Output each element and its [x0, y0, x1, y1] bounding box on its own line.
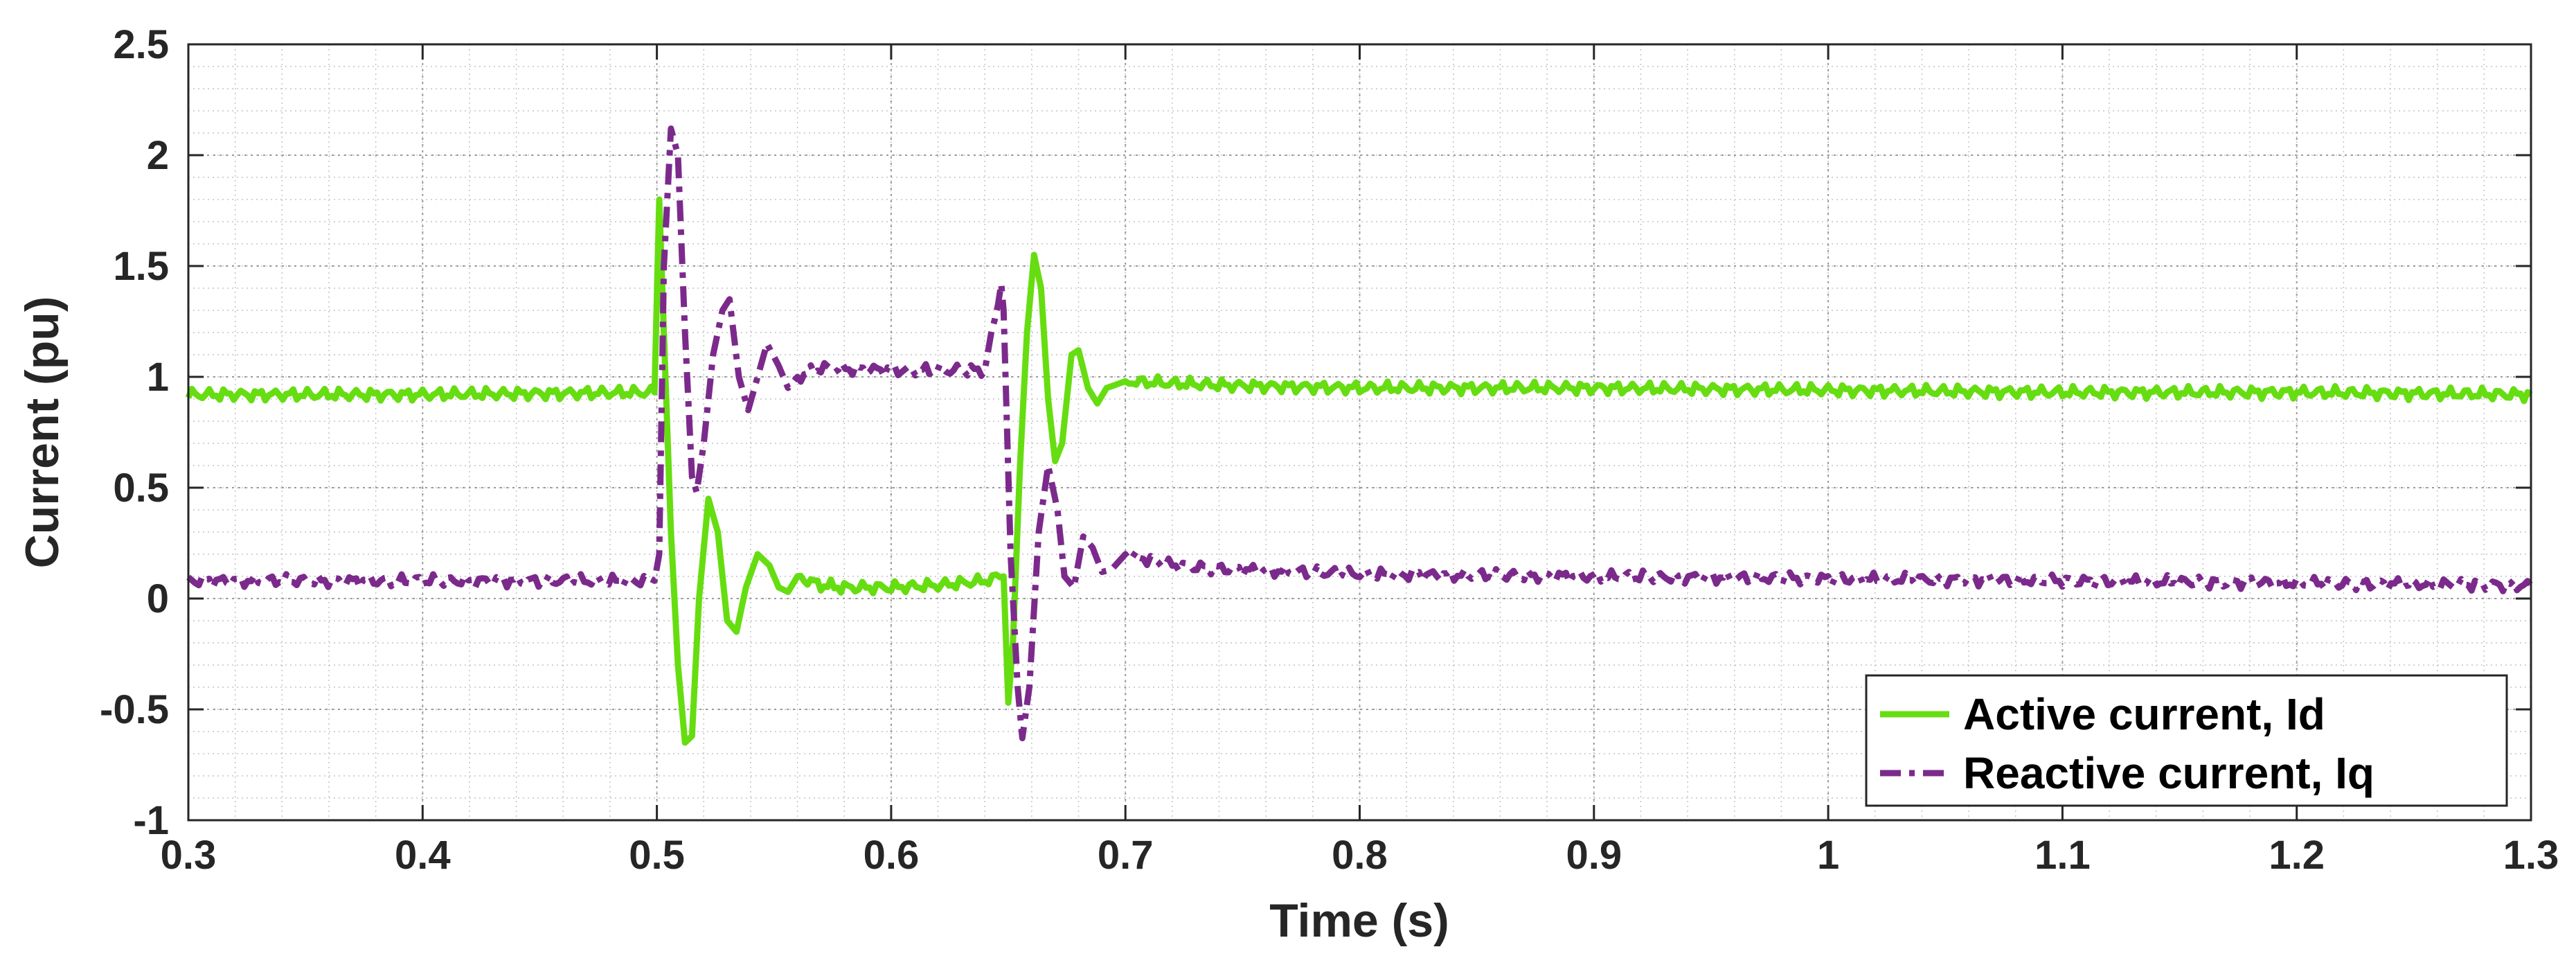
- y-tick-label: 2: [147, 133, 169, 178]
- x-tick-label: 1: [1817, 833, 1839, 878]
- y-tick-label: 2.5: [113, 22, 169, 67]
- series-line-reactive-current: [186, 125, 2534, 742]
- y-tick-label: 1: [147, 355, 169, 400]
- y-tick-label: -0.5: [100, 687, 169, 732]
- legend-box: [1865, 674, 2508, 807]
- legend: Active current, Id Reactive current, Iq: [1865, 674, 2508, 807]
- y-tick-label: 0.5: [113, 466, 169, 511]
- x-axis-label: Time (s): [1269, 894, 1449, 947]
- x-tick-label: 0.6: [864, 833, 920, 878]
- x-tick-label: 0.9: [1566, 833, 1622, 878]
- y-tick-label: -1: [133, 798, 169, 843]
- x-tick-label: 1.3: [2503, 833, 2559, 878]
- y-tick-label: 0: [147, 576, 169, 621]
- legend-label-reactive: Reactive current, Iq: [1963, 748, 2374, 798]
- x-tick-label: 0.7: [1098, 833, 1154, 878]
- legend-label-active: Active current, Id: [1963, 689, 2325, 739]
- axis-ticks: 0.3 0.4 0.5 0.6 0.7 0.8 0.9 1 1.1 1.2 1.3 -1 -0.5 0 0.…: [100, 22, 2559, 878]
- series-group: [185, 125, 2534, 746]
- x-tick-label: 0.4: [395, 833, 451, 878]
- series-line-active-current: [185, 196, 2533, 746]
- x-tick-label: 1.2: [2269, 833, 2325, 878]
- x-tick-label: 0.3: [161, 833, 217, 878]
- y-axis-label: Current (pu): [16, 296, 69, 569]
- y-tick-label: 1.5: [113, 244, 169, 289]
- x-tick-label: 0.5: [629, 833, 685, 878]
- x-tick-label: 0.8: [1332, 833, 1388, 878]
- x-tick-label: 1.1: [2034, 833, 2091, 878]
